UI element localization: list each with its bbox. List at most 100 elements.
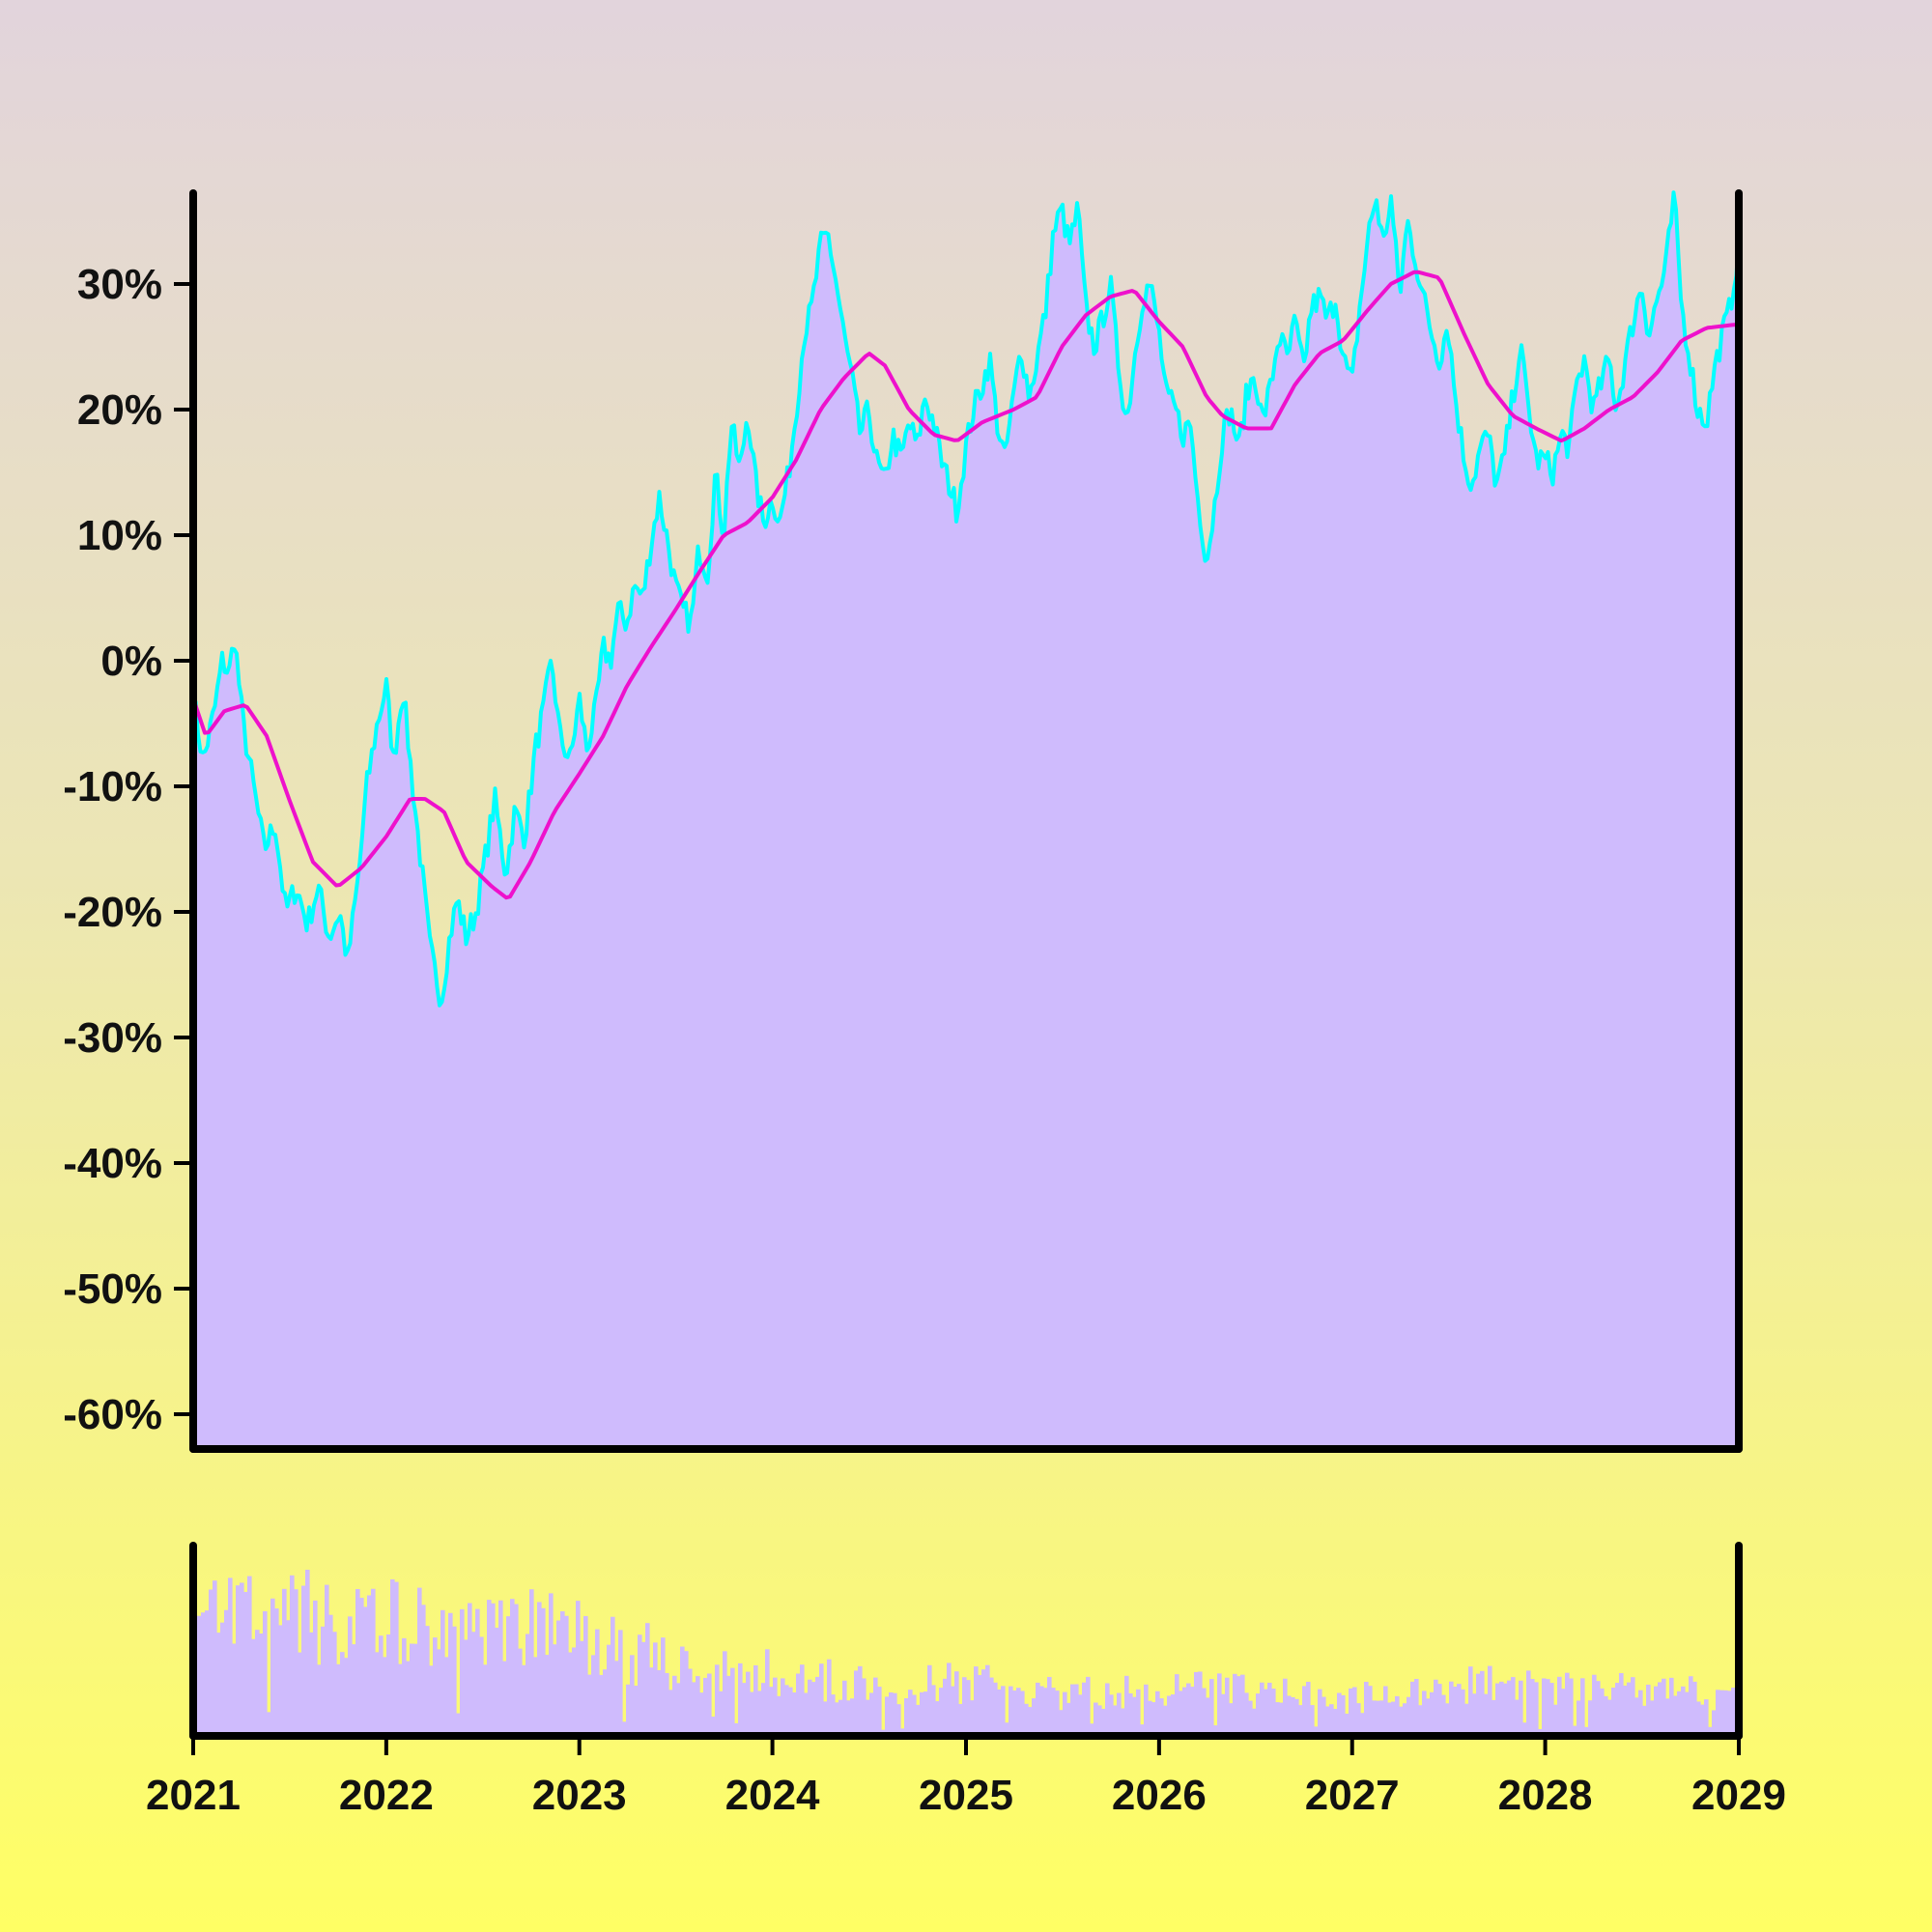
- volume-bar: [267, 1712, 271, 1736]
- volume-bar: [1360, 1713, 1365, 1736]
- volume-bar: [1101, 1708, 1106, 1736]
- volume-bar: [889, 1691, 894, 1736]
- volume-bar: [1059, 1710, 1064, 1736]
- volume-bar: [413, 1643, 418, 1736]
- volume-bar: [850, 1698, 855, 1736]
- x-tick-label: 2028: [1498, 1772, 1593, 1819]
- volume-bar: [1364, 1682, 1369, 1736]
- volume-bar: [1136, 1689, 1141, 1736]
- volume-bar: [1043, 1688, 1048, 1736]
- x-tick-label: 2022: [339, 1772, 434, 1819]
- volume-bar: [1368, 1686, 1373, 1736]
- volume-bar: [1472, 1693, 1477, 1736]
- x-tick-label: 2026: [1112, 1772, 1207, 1819]
- volume-bar: [738, 1662, 743, 1736]
- volume-bar: [1094, 1702, 1098, 1736]
- volume-bar: [742, 1683, 747, 1736]
- volume-bar: [390, 1578, 395, 1736]
- volume-bar: [537, 1602, 542, 1736]
- volume-bar: [1669, 1677, 1674, 1736]
- volume-bar: [1024, 1703, 1029, 1736]
- volume-bar: [985, 1664, 990, 1736]
- volume-bar: [653, 1642, 658, 1736]
- volume-bar: [259, 1634, 264, 1736]
- volume-bar: [858, 1665, 863, 1736]
- volume-bar: [526, 1634, 530, 1736]
- volume-bar: [1229, 1703, 1234, 1736]
- volume-bar: [1302, 1686, 1307, 1736]
- volume-bar: [317, 1664, 322, 1736]
- volume-bar: [1225, 1677, 1230, 1736]
- volume-bar: [893, 1692, 897, 1736]
- volume-bar: [753, 1664, 758, 1736]
- volume-bar: [804, 1692, 809, 1736]
- volume-bar: [730, 1667, 735, 1736]
- volume-bar: [340, 1652, 345, 1736]
- volume-bar: [1341, 1694, 1346, 1736]
- volume-bar: [680, 1646, 685, 1736]
- volume-bar: [213, 1580, 217, 1736]
- volume-bar: [835, 1702, 839, 1736]
- volume-bar: [1627, 1682, 1632, 1736]
- volume-bar: [1414, 1679, 1419, 1736]
- volume-bar: [1410, 1681, 1415, 1736]
- volume-bars: [193, 1569, 1740, 1736]
- volume-bar: [475, 1608, 480, 1736]
- volume-bar: [634, 1686, 639, 1736]
- volume-bar: [564, 1615, 569, 1736]
- volume-bar: [1264, 1689, 1268, 1736]
- volume-bar: [386, 1634, 391, 1736]
- volume-bar: [383, 1657, 387, 1736]
- volume-bar: [1418, 1705, 1423, 1736]
- volume-bar: [1159, 1698, 1164, 1736]
- y-tick-label: -10%: [63, 763, 162, 810]
- volume-bar: [1488, 1665, 1492, 1736]
- y-tick-label: -40%: [63, 1140, 162, 1187]
- volume-bar: [1194, 1671, 1199, 1736]
- volume-bar: [522, 1664, 526, 1736]
- volume-bar: [866, 1699, 870, 1736]
- volume-bar: [282, 1588, 287, 1736]
- volume-bar: [1009, 1686, 1013, 1736]
- volume-bar: [912, 1694, 917, 1736]
- volume-bar: [1719, 1690, 1724, 1736]
- volume-bar: [1681, 1686, 1686, 1736]
- volume-bar: [1476, 1673, 1481, 1736]
- volume-bar: [630, 1655, 635, 1736]
- volume-bar: [734, 1722, 739, 1736]
- volume-bar: [1124, 1675, 1129, 1736]
- volume-bar: [1117, 1692, 1122, 1736]
- volume-bar: [1522, 1722, 1527, 1736]
- volume-bar: [421, 1605, 426, 1736]
- volume-bar: [1611, 1688, 1616, 1736]
- volume-bar: [1039, 1686, 1044, 1736]
- volume-bar: [1032, 1698, 1037, 1736]
- volume-bar: [1403, 1703, 1407, 1736]
- volume-bar: [1345, 1713, 1350, 1736]
- volume-bar: [908, 1690, 913, 1736]
- volume-bar: [1638, 1690, 1643, 1736]
- volume-bar: [437, 1649, 441, 1736]
- volume-bar: [711, 1717, 716, 1736]
- y-tick-label: 30%: [77, 261, 162, 308]
- volume-bar: [1198, 1671, 1203, 1736]
- volume-bar: [1140, 1724, 1145, 1736]
- volume-bar: [1577, 1700, 1581, 1736]
- y-tick-label: 20%: [77, 386, 162, 434]
- volume-bar: [1279, 1702, 1284, 1736]
- volume-bar: [811, 1682, 816, 1736]
- volume-bar: [491, 1603, 496, 1736]
- volume-bar: [997, 1689, 1002, 1736]
- volume-bar: [278, 1625, 283, 1736]
- volume-bar: [1561, 1689, 1566, 1736]
- volume-bar: [684, 1651, 689, 1736]
- volume-bar: [978, 1675, 982, 1736]
- volume-bar: [1588, 1700, 1593, 1736]
- volume-bar: [1105, 1683, 1110, 1736]
- volume-bar: [371, 1588, 376, 1736]
- volume-bar: [591, 1655, 596, 1736]
- volume-bar: [1580, 1678, 1585, 1736]
- volume-bar: [1325, 1706, 1330, 1736]
- volume-bar: [1723, 1690, 1728, 1736]
- volume-bar: [425, 1626, 430, 1736]
